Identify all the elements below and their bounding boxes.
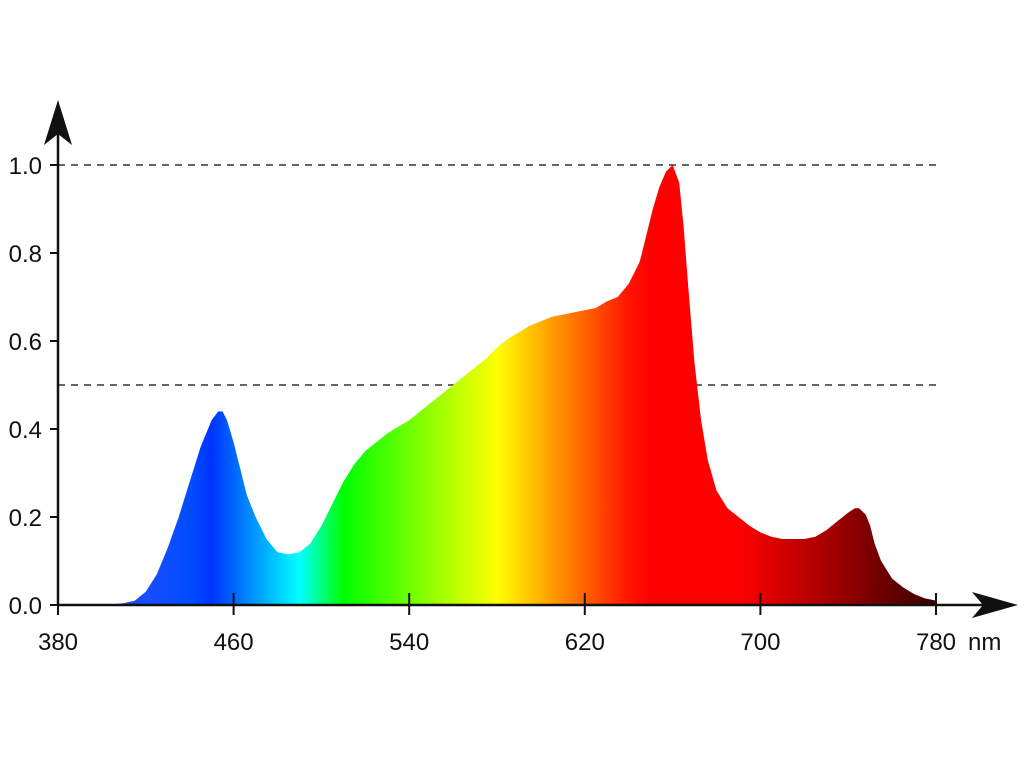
x-tick-label: 380 xyxy=(38,629,78,656)
x-tick-label: 540 xyxy=(389,629,429,656)
ticks: 0.0 0.2 0.4 0.6 0.8 1.0 380 460 540 620 700 780 xyxy=(9,153,956,656)
y-tick-label: 0.2 xyxy=(9,505,42,532)
y-tick-label: 0.6 xyxy=(9,329,42,356)
x-tick-label: 700 xyxy=(740,629,780,656)
y-tick-label: 0.0 xyxy=(9,593,42,620)
y-tick-label: 0.8 xyxy=(9,241,42,268)
axes xyxy=(44,100,1018,618)
x-axis-arrowhead xyxy=(972,592,1018,618)
y-tick-label: 0.4 xyxy=(9,417,42,444)
x-tick-label: 620 xyxy=(565,629,605,656)
x-tick-label: 460 xyxy=(214,629,254,656)
x-tick-label: 780 xyxy=(916,629,956,656)
x-axis-unit-label: nm xyxy=(968,629,1001,656)
spectrum-area xyxy=(58,165,936,605)
y-axis-arrowhead xyxy=(44,100,72,145)
reference-lines xyxy=(58,164,936,386)
y-tick-label: 1.0 xyxy=(9,153,42,180)
